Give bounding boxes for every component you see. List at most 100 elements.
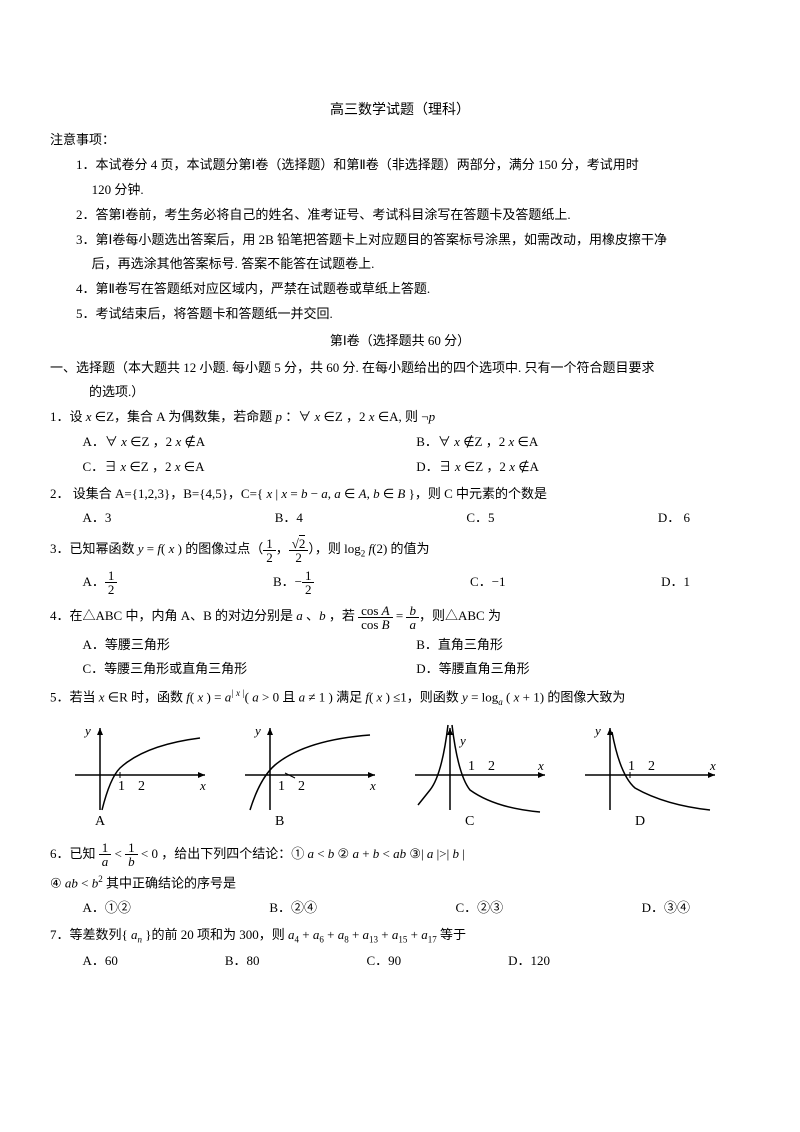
q6-text2: ④ ab < b2 其中正确结论的序号是 xyxy=(50,872,750,894)
q3-a: 3．已知幂函数 xyxy=(50,541,138,556)
q1-optA: A．∀ x ∈Z ，2 x ∉A xyxy=(83,432,417,453)
q6-a: 6．已知 xyxy=(50,846,99,861)
graph-C: y x 1 2 C xyxy=(410,720,560,830)
q5-f: > 0 且 xyxy=(259,690,299,705)
gD-x: x xyxy=(709,758,716,773)
q1d-b: ∈Z ，2 xyxy=(461,459,510,474)
q4-optB: B．直角三角形 xyxy=(416,635,750,656)
q6f1n: 1 xyxy=(99,841,112,855)
q3-d: ) 的图像过点（ xyxy=(174,541,263,556)
q7-opts: A．60 B．80 C．90 D．120 xyxy=(50,951,750,972)
q6-optA: A．①② xyxy=(83,898,131,919)
q7-b: }的前 20 项和为 300，则 xyxy=(142,927,288,942)
q4f1na: cos xyxy=(361,603,382,618)
q2-optD: D． 6 xyxy=(658,508,690,529)
gB-lbl: B xyxy=(275,814,284,829)
q3-f2n-v: 2 xyxy=(299,535,306,551)
q2-optB: B．4 xyxy=(275,508,303,529)
q4-text: 4．在△ABC 中，内角 A、B 的对边分别是 a 、b ，若 cos Acos… xyxy=(50,602,750,631)
q7-e: + xyxy=(349,927,363,942)
q6-e: ② xyxy=(334,846,352,861)
q7-d: + xyxy=(324,927,338,942)
q4f1nb: A xyxy=(382,603,390,618)
q7-h: 等于 xyxy=(437,927,466,942)
gC-x: x xyxy=(537,758,544,773)
graph-C-svg: y x 1 2 C xyxy=(410,720,560,830)
q5-j: = log xyxy=(468,690,498,705)
section-title: 第Ⅰ卷（选择题共 60 分） xyxy=(50,331,750,352)
q3-b: = xyxy=(144,541,158,556)
gC-t2: 2 xyxy=(488,759,495,774)
gD-t1: 1 xyxy=(628,759,635,774)
q6-optC: C．②③ xyxy=(455,898,503,919)
q4-optD: D．等腰直角三角形 xyxy=(416,659,750,680)
q4-a: 4．在△ABC 中，内角 A、B 的对边分别是 xyxy=(50,608,296,623)
q3-optB: B．−12 xyxy=(273,569,315,597)
q3b-l: B．− xyxy=(273,574,302,589)
q3-optC: C．−1 xyxy=(470,569,506,597)
q1a-a: A．∀ xyxy=(83,434,122,449)
q3-h: (2) 的值为 xyxy=(372,541,429,556)
q6f1d: a xyxy=(99,855,112,868)
notice-3: 3．第Ⅰ卷每小题选出答案后，用 2B 铅笔把答题卡上对应题目的答案标号涂黑，如需… xyxy=(63,230,750,251)
q6-f: + xyxy=(359,846,373,861)
q3a-l: A． xyxy=(83,574,105,589)
q7-g: + xyxy=(407,927,421,942)
section-header: 一、选择题（本大题共 12 小题. 每小题 5 分，共 60 分. 在每小题给出… xyxy=(50,358,750,379)
q6-optD: D．③④ xyxy=(642,898,690,919)
q2-i: }，则 C 中元素的个数是 xyxy=(405,486,547,501)
q5-l: + 1) 的图像大致为 xyxy=(519,690,625,705)
q3b-n: 1 xyxy=(302,569,315,583)
q2-opts: A．3 B．4 C．5 D． 6 xyxy=(50,508,750,529)
q3-f: ），则 log xyxy=(308,541,360,556)
q5-text: 5．若当 x ∈R 时，函数 f( x ) = a| x |( a > 0 且 … xyxy=(50,686,750,709)
q2-optA: A．3 xyxy=(83,508,112,529)
q2-h: ∈ xyxy=(380,486,398,501)
q5-i: ) ≤1，则函数 xyxy=(382,690,462,705)
q3-frac2: √22 xyxy=(289,537,309,564)
question-3: 3．已知幂函数 y = f( x ) 的图像过点（12，√22），则 log2 … xyxy=(50,535,750,596)
q1d-c: ∉A xyxy=(515,459,539,474)
q3-text: 3．已知幂函数 y = f( x ) 的图像过点（12，√22），则 log2 … xyxy=(50,535,750,564)
q2-b: | xyxy=(272,486,281,501)
q2-f: ∈ xyxy=(341,486,359,501)
question-4: 4．在△ABC 中，内角 A、B 的对边分别是 a 、b ，若 cos Acos… xyxy=(50,602,750,680)
q3-optA: A．12 xyxy=(83,569,118,597)
q4-optA: A．等腰三角形 xyxy=(83,635,417,656)
q1d-a: D．∃ xyxy=(416,459,455,474)
q5-c: ( xyxy=(190,690,198,705)
gA-lbl: A xyxy=(95,814,106,829)
q7s17: 17 xyxy=(428,935,437,945)
q6-text: 6．已知 1a < 1b < 0 ，给出下列四个结论：① a < b ② a +… xyxy=(50,840,750,869)
q2-d: − xyxy=(307,486,321,501)
q1b-c: ∈A xyxy=(514,434,538,449)
q4f2d: a xyxy=(406,618,419,631)
notice-1b: 120 分钟. xyxy=(50,180,750,201)
page-title: 高三数学试题（理科） xyxy=(50,100,750,122)
q3-optD: D．1 xyxy=(661,569,690,597)
q2-text: 2． 设集合 A={1,2,3}，B={4,5}，C={ x | x = b −… xyxy=(50,484,750,505)
notice-3b: 后，再选涂其他答案标号. 答案不能答在试题卷上. xyxy=(50,254,750,275)
graph-D: y x 1 2 D xyxy=(580,720,730,830)
q4-f1d: cos B xyxy=(358,618,393,631)
q4-frac2: ba xyxy=(406,604,419,631)
gB-t1: 1 xyxy=(278,779,285,794)
q7-optC: C．90 xyxy=(366,951,401,972)
q1-t-c: ：∀ xyxy=(282,409,315,424)
q1-t-d: ∈Z ，2 xyxy=(320,409,369,424)
gA-x: x xyxy=(199,778,206,793)
q3-opts: A．12 B．−12 C．−1 D．1 xyxy=(50,569,750,597)
q6f2n: 1 xyxy=(125,841,138,855)
q3a-n: 1 xyxy=(105,569,118,583)
graph-D-svg: y x 1 2 D xyxy=(580,720,730,830)
q7-f: + xyxy=(378,927,392,942)
q1b-a: B．∀ xyxy=(416,434,454,449)
q1-t-b: ∈Z，集合 A 为偶数集，若命题 xyxy=(92,409,276,424)
q6-h: ③| xyxy=(406,846,427,861)
gC-y: y xyxy=(458,733,466,748)
q6-c: < 0 ，给出下列四个结论：① xyxy=(138,846,308,861)
q6-i: |>| xyxy=(433,846,452,861)
q5-g: ≠ 1 ) 满足 xyxy=(305,690,365,705)
q7-optD: D．120 xyxy=(508,951,550,972)
question-2: 2． 设集合 A={1,2,3}，B={4,5}，C={ x | x = b −… xyxy=(50,484,750,530)
